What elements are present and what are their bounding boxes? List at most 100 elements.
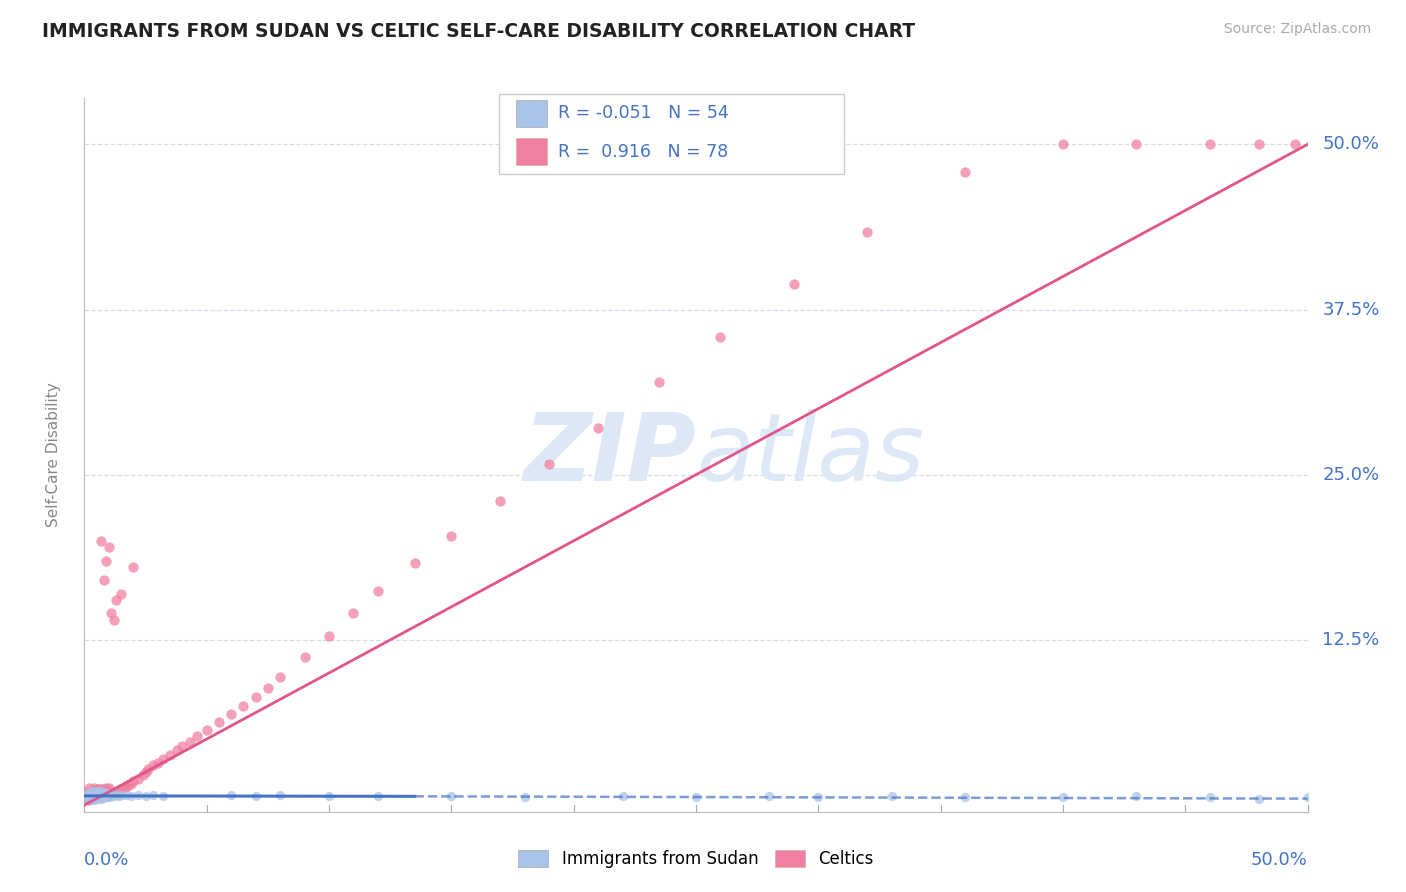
Point xyxy=(93,782,115,797)
Point xyxy=(96,780,118,795)
Point xyxy=(440,528,463,542)
Point xyxy=(152,789,174,803)
Point xyxy=(269,788,291,802)
Point xyxy=(245,789,267,803)
Point xyxy=(96,786,118,800)
Point xyxy=(86,791,108,805)
Point xyxy=(77,785,100,799)
Point xyxy=(97,790,120,805)
Point xyxy=(107,783,129,797)
Point xyxy=(783,277,806,292)
Point xyxy=(83,789,105,803)
Point xyxy=(342,607,364,621)
Point xyxy=(318,789,340,803)
Point xyxy=(103,785,125,799)
Point xyxy=(318,629,340,643)
Point xyxy=(76,791,98,805)
Point xyxy=(135,765,157,780)
Point xyxy=(294,650,316,665)
Point xyxy=(1052,137,1074,152)
Point xyxy=(87,789,110,803)
Point xyxy=(83,785,105,799)
Point xyxy=(97,541,120,555)
Point xyxy=(440,789,463,803)
Text: 37.5%: 37.5% xyxy=(1322,301,1379,318)
Point xyxy=(90,791,112,805)
Point xyxy=(87,782,110,797)
Point xyxy=(142,758,165,772)
Point xyxy=(115,780,138,794)
Point xyxy=(107,789,129,803)
Point xyxy=(86,783,108,797)
Point xyxy=(76,791,98,805)
Point xyxy=(146,756,169,770)
Point xyxy=(186,730,208,744)
Point xyxy=(367,584,389,599)
Point xyxy=(166,742,188,756)
Point xyxy=(77,793,100,807)
Point xyxy=(120,789,142,803)
Point xyxy=(83,793,105,807)
Point xyxy=(105,593,128,607)
Point xyxy=(142,788,165,802)
Point xyxy=(953,165,976,179)
Point xyxy=(1198,790,1220,805)
Point xyxy=(105,785,128,799)
Point xyxy=(122,774,145,789)
Point xyxy=(513,790,536,805)
Point xyxy=(90,783,112,797)
Text: IMMIGRANTS FROM SUDAN VS CELTIC SELF-CARE DISABILITY CORRELATION CHART: IMMIGRANTS FROM SUDAN VS CELTIC SELF-CAR… xyxy=(42,22,915,41)
Point xyxy=(96,554,118,568)
Point xyxy=(1052,790,1074,805)
Point xyxy=(1125,789,1147,803)
Point xyxy=(86,782,108,797)
Point xyxy=(90,788,112,802)
Point xyxy=(489,494,512,508)
Point xyxy=(80,788,103,802)
Point xyxy=(97,780,120,795)
Point xyxy=(100,789,122,803)
Legend: Immigrants from Sudan, Celtics: Immigrants from Sudan, Celtics xyxy=(512,843,880,875)
Point xyxy=(86,788,108,802)
Point xyxy=(807,790,830,805)
Text: 25.0%: 25.0% xyxy=(1322,466,1379,483)
Point xyxy=(90,533,112,548)
Point xyxy=(709,330,731,344)
Point xyxy=(100,607,122,621)
Point xyxy=(367,789,389,803)
Point xyxy=(612,789,634,803)
Point xyxy=(90,782,112,797)
Point xyxy=(93,790,115,805)
Point xyxy=(257,681,280,695)
Point xyxy=(122,560,145,574)
Point xyxy=(1247,791,1270,805)
Point xyxy=(120,777,142,791)
Point xyxy=(115,788,138,802)
Point xyxy=(76,788,98,802)
Point xyxy=(76,785,98,799)
Text: 12.5%: 12.5% xyxy=(1322,631,1379,648)
Point xyxy=(80,783,103,797)
Point xyxy=(77,788,100,802)
Point xyxy=(80,783,103,797)
Point xyxy=(77,780,100,795)
Point xyxy=(83,789,105,803)
Point xyxy=(93,574,115,588)
Point xyxy=(1198,137,1220,152)
Point xyxy=(117,778,139,792)
Point xyxy=(97,789,120,803)
Point xyxy=(152,752,174,766)
Point xyxy=(103,789,125,803)
Point xyxy=(135,789,157,803)
Point xyxy=(586,421,609,435)
Point xyxy=(87,790,110,805)
Point xyxy=(77,793,100,807)
Point xyxy=(105,788,128,802)
Point xyxy=(1125,137,1147,152)
Point xyxy=(685,790,707,805)
Point xyxy=(127,788,149,802)
Point xyxy=(77,789,100,803)
Point xyxy=(103,613,125,627)
Point xyxy=(83,780,105,795)
Point xyxy=(856,225,879,239)
